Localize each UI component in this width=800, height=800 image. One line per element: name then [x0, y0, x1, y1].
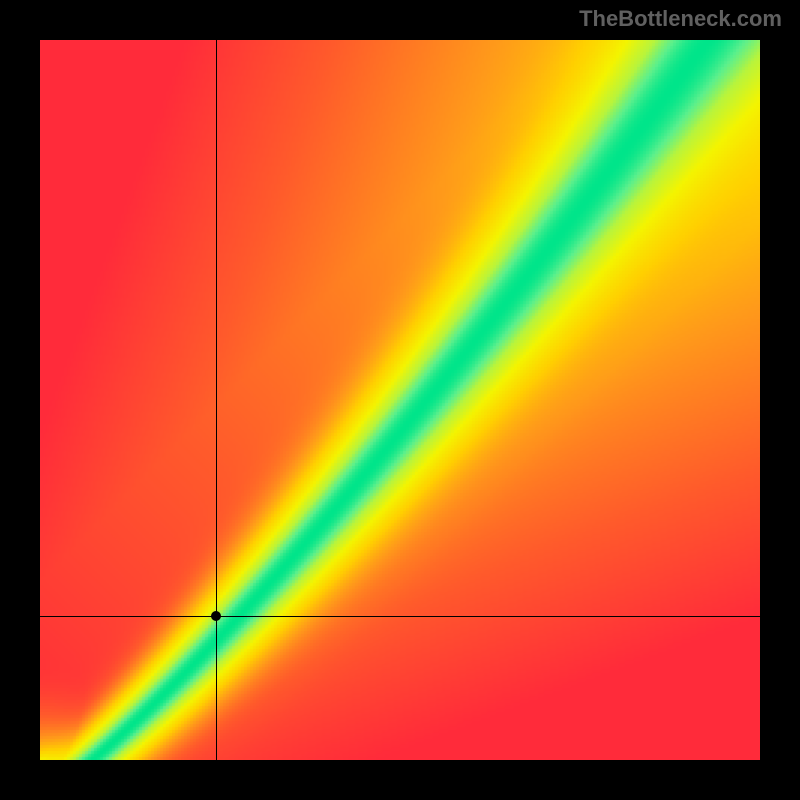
- chart-container: TheBottleneck.com: [0, 0, 800, 800]
- watermark-text: TheBottleneck.com: [579, 6, 782, 32]
- crosshair-vertical: [216, 40, 217, 760]
- heatmap-plot: [40, 40, 760, 760]
- heatmap-canvas: [40, 40, 760, 760]
- crosshair-horizontal: [40, 616, 760, 617]
- crosshair-marker: [211, 611, 221, 621]
